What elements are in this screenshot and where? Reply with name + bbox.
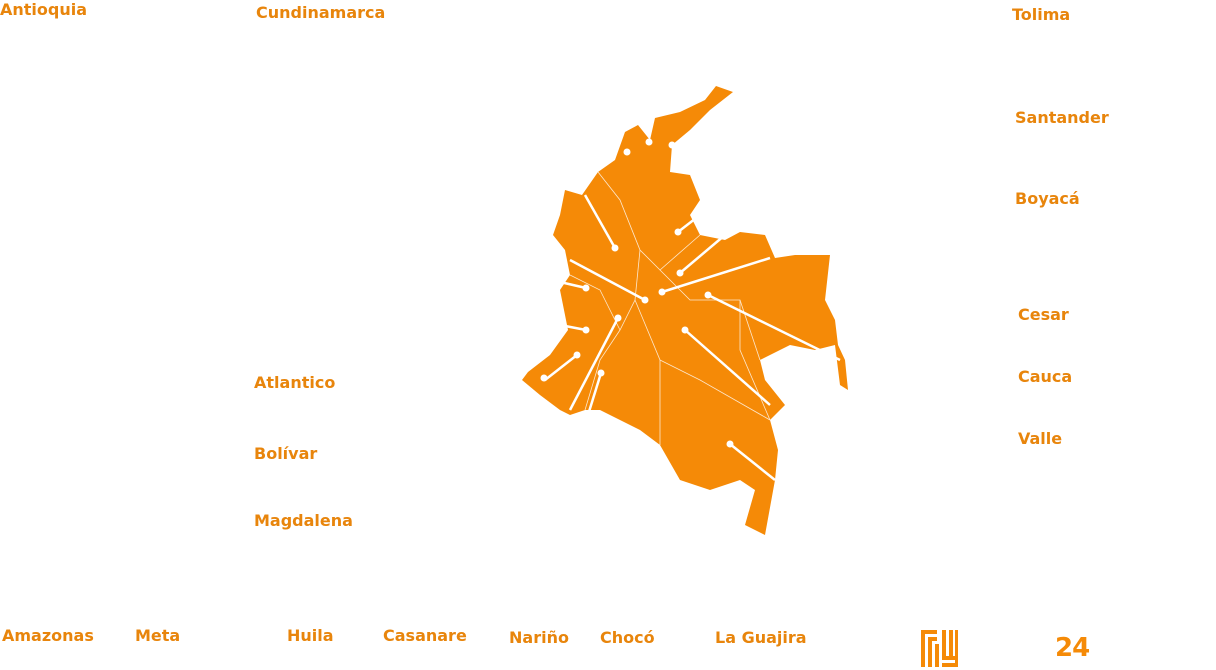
- department-borders: [569, 171, 771, 445]
- logo: [921, 630, 958, 667]
- region-label: Boyacá: [1015, 189, 1080, 208]
- region-label: Cauca: [1018, 367, 1073, 386]
- region-label: Chocó: [600, 628, 655, 647]
- region-label: Nariño: [509, 628, 569, 647]
- region-label: Cesar: [1018, 305, 1069, 324]
- region-label: Amazonas: [2, 626, 94, 645]
- region-label: Cundinamarca: [256, 3, 386, 22]
- location-dots: [540, 138, 734, 448]
- colombia-map: [522, 86, 848, 535]
- region-label: Tolima: [1012, 5, 1071, 24]
- region-label: Antioquia: [0, 0, 88, 19]
- region-label: Valle: [1018, 429, 1063, 448]
- region-label: Meta: [135, 626, 181, 645]
- region-label: Bolívar: [254, 444, 318, 463]
- region-label: Magdalena: [254, 511, 353, 530]
- region-label: Huila: [287, 626, 334, 645]
- region-label: La Guajira: [715, 628, 807, 647]
- page-number: 24: [1055, 633, 1090, 663]
- region-label: Atlantico: [254, 373, 336, 392]
- leader-lines: [544, 194, 841, 481]
- region-label: Santander: [1015, 108, 1109, 127]
- region-label: Casanare: [383, 626, 467, 645]
